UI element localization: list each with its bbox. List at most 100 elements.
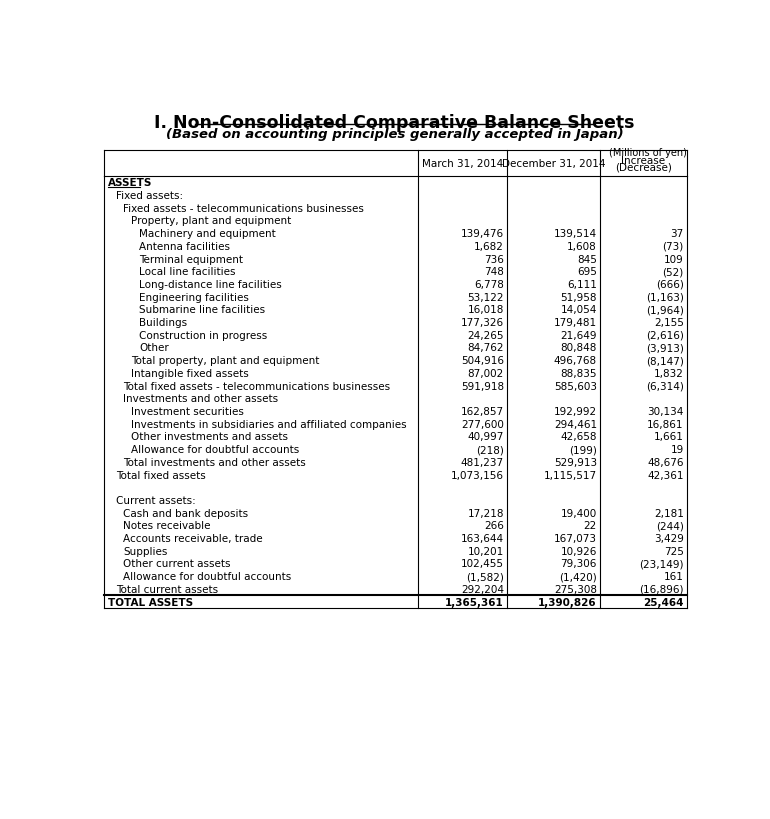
Text: Other current assets: Other current assets [123,559,231,568]
Text: 162,857: 162,857 [460,406,504,417]
Text: Terminal equipment: Terminal equipment [139,254,243,265]
Text: December 31, 2014: December 31, 2014 [502,159,605,169]
Text: 179,481: 179,481 [554,318,597,328]
Text: 17,218: 17,218 [467,508,504,518]
Text: (Millions of yen): (Millions of yen) [609,147,687,157]
Text: 736: 736 [484,254,504,265]
Text: 277,600: 277,600 [461,419,504,429]
Text: 725: 725 [664,546,684,556]
Text: 481,237: 481,237 [460,457,504,467]
Text: Notes receivable: Notes receivable [123,521,211,531]
Text: Submarine line facilities: Submarine line facilities [139,305,265,315]
Text: (6,314): (6,314) [646,381,684,391]
Text: (218): (218) [476,445,504,455]
Text: (666): (666) [656,279,684,290]
Text: (Decrease): (Decrease) [615,162,672,173]
Text: 1,365,361: 1,365,361 [445,597,504,607]
Text: Buildings: Buildings [139,318,187,328]
Text: 845: 845 [577,254,597,265]
Text: 1,390,826: 1,390,826 [538,597,597,607]
Text: 6,111: 6,111 [567,279,597,290]
Text: 2,155: 2,155 [654,318,684,328]
Text: Long-distance line facilities: Long-distance line facilities [139,279,282,290]
Text: 504,916: 504,916 [461,355,504,366]
Text: Total fixed assets - telecommunications businesses: Total fixed assets - telecommunications … [123,381,390,391]
Text: TOTAL ASSETS: TOTAL ASSETS [108,597,193,607]
Text: Property, plant and equipment: Property, plant and equipment [131,216,291,226]
Text: Investment securities: Investment securities [131,406,244,417]
Text: Investments in subsidiaries and affiliated companies: Investments in subsidiaries and affiliat… [131,419,407,429]
Text: Fixed assets:: Fixed assets: [116,191,182,201]
Text: Increase: Increase [621,156,665,165]
Text: 48,676: 48,676 [648,457,684,467]
Text: 21,649: 21,649 [561,330,597,341]
Text: Antenna facilities: Antenna facilities [139,242,230,251]
Text: 192,992: 192,992 [554,406,597,417]
Text: 292,204: 292,204 [461,584,504,594]
Text: 1,073,156: 1,073,156 [451,470,504,480]
Text: (1,964): (1,964) [646,305,684,315]
Text: 1,608: 1,608 [567,242,597,251]
Text: 25,464: 25,464 [643,597,684,607]
Text: (1,420): (1,420) [559,572,597,581]
Text: Other: Other [139,343,169,353]
Text: Cash and bank deposits: Cash and bank deposits [123,508,249,518]
Text: (1,582): (1,582) [466,572,504,581]
Text: Total investments and other assets: Total investments and other assets [123,457,306,467]
Text: 529,913: 529,913 [554,457,597,467]
Text: Fixed assets - telecommunications businesses: Fixed assets - telecommunications busine… [123,203,364,214]
Text: 275,308: 275,308 [554,584,597,594]
Text: 80,848: 80,848 [561,343,597,353]
Text: Local line facilities: Local line facilities [139,267,236,277]
Text: 42,361: 42,361 [648,470,684,480]
Text: 6,778: 6,778 [474,279,504,290]
Text: (Based on accounting principles generally accepted in Japan): (Based on accounting principles generall… [166,128,624,141]
Text: Machinery and equipment: Machinery and equipment [139,229,276,239]
Text: 2,181: 2,181 [654,508,684,518]
Text: 695: 695 [577,267,597,277]
Text: ASSETS: ASSETS [108,178,152,188]
Text: 266: 266 [484,521,504,531]
Text: 53,122: 53,122 [467,292,504,302]
Text: 42,658: 42,658 [561,432,597,442]
Text: Total property, plant and equipment: Total property, plant and equipment [131,355,320,366]
Text: (244): (244) [656,521,684,531]
Text: 14,054: 14,054 [561,305,597,315]
Text: (1,163): (1,163) [646,292,684,302]
Text: (2,616): (2,616) [646,330,684,341]
Text: Investments and other assets: Investments and other assets [123,394,279,404]
Text: 37: 37 [671,229,684,239]
Text: Construction in progress: Construction in progress [139,330,267,341]
Text: 30,134: 30,134 [648,406,684,417]
Text: Allowance for doubtful accounts: Allowance for doubtful accounts [131,445,300,455]
Text: 19: 19 [671,445,684,455]
Text: (16,896): (16,896) [639,584,684,594]
Text: Total fixed assets: Total fixed assets [116,470,206,480]
Text: 1,115,517: 1,115,517 [544,470,597,480]
Text: 1,832: 1,832 [654,369,684,378]
Text: Engineering facilities: Engineering facilities [139,292,249,302]
Text: 16,861: 16,861 [648,419,684,429]
Text: (8,147): (8,147) [646,355,684,366]
Text: 139,514: 139,514 [554,229,597,239]
Text: 496,768: 496,768 [554,355,597,366]
Text: 88,835: 88,835 [561,369,597,378]
Text: 109: 109 [664,254,684,265]
Text: 79,306: 79,306 [561,559,597,568]
Text: (52): (52) [662,267,684,277]
Text: I. Non-Consolidated Comparative Balance Sheets: I. Non-Consolidated Comparative Balance … [154,114,635,132]
Text: 22: 22 [584,521,597,531]
Text: 19,400: 19,400 [561,508,597,518]
Text: 87,002: 87,002 [467,369,504,378]
Text: March 31, 2014: March 31, 2014 [422,159,503,169]
Text: 177,326: 177,326 [460,318,504,328]
Text: (3,913): (3,913) [646,343,684,353]
Text: Other investments and assets: Other investments and assets [131,432,288,442]
Text: Allowance for doubtful accounts: Allowance for doubtful accounts [123,572,292,581]
Text: 40,997: 40,997 [467,432,504,442]
Text: Intangible fixed assets: Intangible fixed assets [131,369,249,378]
Text: 1,682: 1,682 [474,242,504,251]
Text: 24,265: 24,265 [467,330,504,341]
Text: 51,958: 51,958 [561,292,597,302]
Text: 167,073: 167,073 [554,533,597,543]
